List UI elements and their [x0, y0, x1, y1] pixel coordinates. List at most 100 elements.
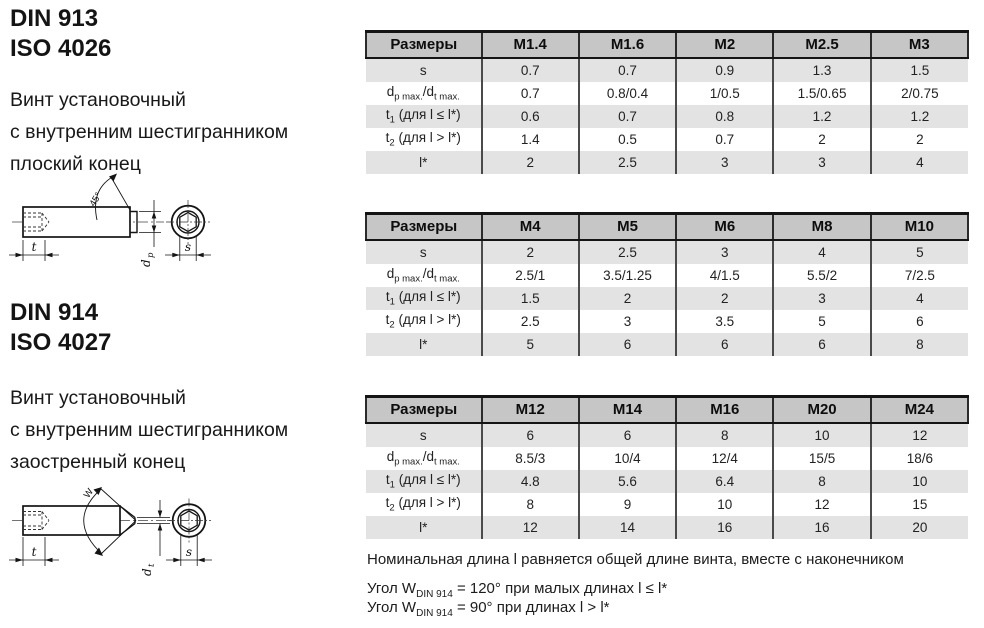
dimensions-table: Размеры M1.4 M1.6 M2 M2.5 M3 s 0.7 0.7 0.9 1.3 1.5 d… [365, 30, 970, 174]
dt-dimension-label: d [140, 568, 154, 576]
cone-angle-label: W [82, 487, 96, 501]
dp-dimension [139, 200, 161, 247]
subscript-text: DIN 914 [416, 589, 453, 600]
table-row: t2 (для l > l*) 8 9 10 12 15 [366, 493, 968, 516]
s-dimension-label: s [185, 240, 191, 254]
value-cell: 2/0.75 [901, 86, 939, 101]
thread-size-header-cell: M6 [676, 212, 775, 241]
value-cell: 5 [481, 333, 580, 356]
thread-size-header-cell: M8 [773, 212, 872, 241]
flat-point-tip [130, 210, 138, 234]
row-label-cell: t1 (для l ≤ l*) [366, 287, 483, 310]
value-cell: 1.5 [910, 63, 930, 78]
screw-description-flat: Винт установочный с внутренним шестигран… [10, 84, 288, 180]
t-dimension-label: t [32, 545, 37, 559]
value-cell: 12 [773, 493, 872, 516]
value-cell: 1/0.5 [676, 82, 775, 105]
value-cell: 5 [916, 245, 924, 260]
angle-arc [83, 488, 103, 555]
description-line: плоский конец [10, 153, 141, 175]
thread-size-header-cell: M5 [578, 212, 678, 241]
subscript-text: 2 [389, 319, 395, 331]
sizes-header-cell: Размеры [365, 212, 483, 241]
subscript-text: p max. [394, 456, 423, 468]
row-label-cell: s [366, 423, 483, 447]
value-cell: 4.8 [481, 470, 580, 493]
table-row: s 2 2.5 3 4 5 [366, 240, 968, 264]
value-cell: 4/1.5 [676, 264, 775, 287]
row-label-cell: t2 (для l > l*) [366, 493, 483, 516]
value-cell: 16 [773, 516, 872, 539]
dimension-table-small-sizes: Размеры M1.4 M1.6 M2 M2.5 M3 s 0.7 0.7 0.9 1.3 1.5 d… [365, 30, 970, 174]
text-segment: = 120° при малых длинах l ≤ l* [452, 580, 668, 597]
subscript-text: 2 [389, 137, 395, 149]
value-cell: 0.9 [676, 58, 775, 82]
value-cell: 6 [676, 333, 775, 356]
dimensions-table: Размеры M12 M14 M16 M20 M24 s 6 6 8 10 12 dp max./dt… [365, 395, 970, 539]
text-segment: Угол W [367, 580, 417, 597]
value-cell: 10 [912, 474, 928, 489]
value-cell: 16 [676, 516, 775, 539]
text-segment: /d [422, 84, 434, 100]
value-cell: 12/4 [676, 447, 775, 470]
value-cell: 2 [578, 287, 678, 310]
value-cell: 8 [773, 470, 872, 493]
value-cell: 3 [676, 151, 775, 174]
value-cell: 2.5 [578, 151, 678, 174]
value-cell: 12 [912, 428, 928, 443]
arc-arrowhead [109, 173, 117, 182]
note-nominal-length: Номинальная длина l равняется общей длин… [367, 551, 904, 568]
subscript-text: t max. [434, 456, 460, 468]
table-row: dp max./dt max. 8.5/3 10/4 12/4 15/5 18/6 [366, 447, 968, 470]
dp-dimension-subscript: p [146, 252, 156, 258]
value-cell: 14 [578, 516, 678, 539]
table-row: t1 (для l ≤ l*) 4.8 5.6 6.4 8 10 [366, 470, 968, 493]
value-cell: 0.7 [481, 58, 580, 82]
subscript-text: t max. [434, 91, 460, 103]
value-cell: 0.6 [481, 105, 580, 128]
value-cell: 2 [481, 151, 580, 174]
value-cell: 10 [676, 493, 775, 516]
text-segment: = 90° при длинах l > l* [452, 599, 610, 616]
value-cell: 6 [578, 423, 678, 447]
text-segment: (для l > l*) [394, 495, 461, 511]
value-cell: 0.8 [676, 105, 775, 128]
value-cell: 12 [481, 516, 580, 539]
value-cell: 3 [578, 310, 678, 333]
row-label-cell: dp max./dt max. [366, 447, 483, 470]
value-cell: 0.8/0.4 [578, 82, 678, 105]
subscript-text: p max. [394, 273, 423, 285]
row-label-cell: s [366, 240, 483, 264]
value-cell: 2 [916, 132, 924, 147]
header-row: Размеры M12 M14 M16 M20 M24 [365, 395, 970, 424]
din-code: DIN 914 [10, 299, 99, 326]
dimension-table-large-sizes: Размеры M12 M14 M16 M20 M24 s 6 6 8 10 12 dp max./dt… [365, 395, 970, 539]
value-cell: 1.5/0.65 [773, 82, 872, 105]
value-cell: 3.5/1.25 [578, 264, 678, 287]
value-cell: 1.4 [481, 128, 580, 151]
text-segment: (для l ≤ l*) [394, 472, 461, 488]
dimensions-table: Размеры M4 M5 M6 M8 M10 s 2 2.5 3 4 5 dp max./dt max… [365, 212, 970, 356]
row-label-cell: t2 (для l > l*) [366, 310, 483, 333]
value-cell: 1.2 [773, 105, 872, 128]
row-label-cell: dp max./dt max. [366, 82, 483, 105]
cone-angle-lines [99, 487, 137, 555]
thread-size-header-cell: M1.6 [578, 30, 678, 59]
arc-arrowhead-bottom [94, 547, 103, 556]
table-row: l* 12 14 16 16 20 [366, 516, 968, 539]
value-cell: 8 [676, 423, 775, 447]
dp-dimension-label: d [139, 259, 153, 267]
row-label-cell: s [366, 58, 483, 82]
s-dimension [165, 236, 211, 261]
table-row: t1 (для l ≤ l*) 0.6 0.7 0.8 1.2 1.2 [366, 105, 968, 128]
value-cell: 15/5 [773, 447, 872, 470]
text-segment: t [385, 289, 390, 305]
text-segment: (для l ≤ l*) [394, 107, 461, 123]
table-row: s 0.7 0.7 0.9 1.3 1.5 [366, 58, 968, 82]
subscript-text: 1 [389, 296, 395, 308]
thread-size-header-cell: M3 [870, 30, 970, 59]
description-line: Винт установочный [10, 387, 186, 409]
table-row: t2 (для l > l*) 1.4 0.5 0.7 2 2 [366, 128, 968, 151]
value-cell: 0.7 [481, 82, 580, 105]
value-cell: 2.5 [481, 310, 580, 333]
